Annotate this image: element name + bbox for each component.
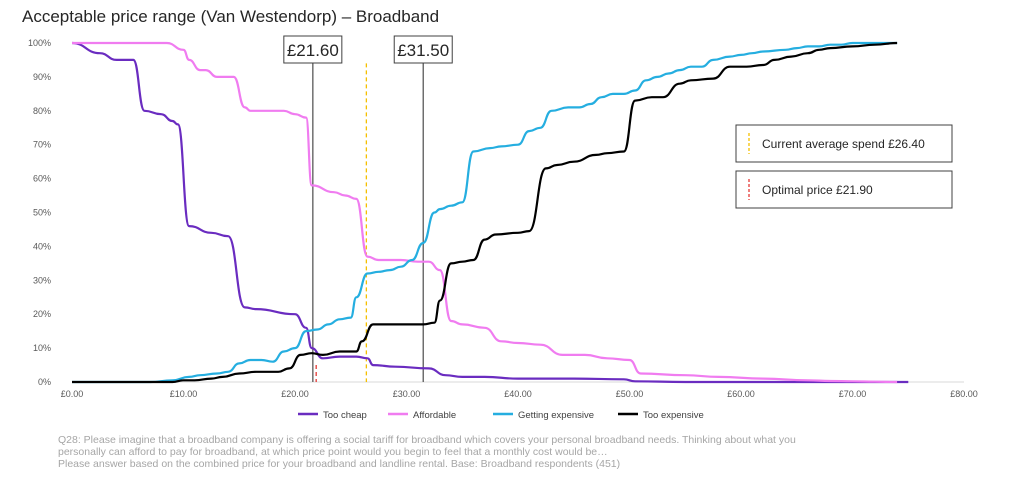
annotation-box: Optimal price £21.90 xyxy=(735,170,953,209)
getting-expensive-line xyxy=(72,41,898,384)
y-tick-label: 80% xyxy=(33,106,51,116)
y-tick-label: 70% xyxy=(33,140,51,150)
legend-item: Too cheap xyxy=(298,410,367,421)
legend-item: Affordable xyxy=(388,410,456,421)
series-lines xyxy=(71,41,909,384)
y-tick-label: 50% xyxy=(33,208,51,218)
y-tick-label: 10% xyxy=(33,343,51,353)
y-tick-label: 40% xyxy=(33,241,51,251)
footnote-line: Please answer based on the combined pric… xyxy=(58,458,621,470)
price-callouts: £21.60 £31.50 xyxy=(283,35,453,64)
x-tick-label: £30.00 xyxy=(393,389,421,399)
van-westendorp-chart: 0%10%20%30%40%50%60%70%80%90%100% £0.00 £… xyxy=(28,35,978,421)
footnote-line: Q28: Please imagine that a broadband com… xyxy=(58,434,796,446)
footnote: Q28: Please imagine that a broadband com… xyxy=(58,434,988,470)
legend-label: Too expensive xyxy=(643,410,704,421)
legend-item: Getting expensive xyxy=(493,410,594,421)
y-tick-label: 60% xyxy=(33,174,51,184)
x-tick-label: £0.00 xyxy=(61,389,84,399)
legend-label: Too cheap xyxy=(323,410,367,421)
too-expensive-line xyxy=(72,41,898,384)
price-callout-box xyxy=(393,35,453,64)
footnote-line: personally can afford to pay for broadba… xyxy=(58,446,608,458)
x-tick-label: £20.00 xyxy=(281,389,309,399)
legend-item: Too expensive xyxy=(618,410,704,421)
legend-label: Affordable xyxy=(413,410,456,421)
y-tick-label: 30% xyxy=(33,275,51,285)
price-callout-label: £21.60 xyxy=(287,41,339,60)
annotation-label: Current average spend £26.40 xyxy=(762,137,925,151)
affordable-line xyxy=(71,41,898,384)
too-cheap-line xyxy=(71,41,909,384)
legend-label: Getting expensive xyxy=(518,410,594,421)
price-callout-box xyxy=(283,35,343,64)
annotation-box-frame xyxy=(735,170,953,209)
x-tick-label: £80.00 xyxy=(950,389,978,399)
reference-lines xyxy=(312,63,424,382)
x-tick-label: £60.00 xyxy=(727,389,755,399)
y-axis-labels: 0% 10% 20% 30% 40% 50% 60% 70% 80% 90% 100% xyxy=(28,38,51,387)
y-tick-label: 90% xyxy=(33,72,51,82)
y-tick-label: 100% xyxy=(28,38,51,48)
x-tick-label: £10.00 xyxy=(170,389,198,399)
price-callout-label: £31.50 xyxy=(397,41,449,60)
annotation-box: Current average spend £26.40 xyxy=(735,124,953,163)
x-tick-label: £70.00 xyxy=(839,389,867,399)
price-callout: £21.60 xyxy=(283,35,343,64)
annotation-boxes: Current average spend £26.40 Optimal pric… xyxy=(735,124,953,209)
annotation-box-frame xyxy=(735,124,953,163)
y-tick-label: 0% xyxy=(38,377,51,387)
x-tick-label: £50.00 xyxy=(616,389,644,399)
annotation-label: Optimal price £21.90 xyxy=(762,183,873,197)
price-callout: £31.50 xyxy=(393,35,453,64)
chart-title: Acceptable price range (Van Westendorp) … xyxy=(22,7,440,26)
x-axis-labels: £0.00 £10.00 £20.00 £30.00 £40.00 £50.00 £60.0… xyxy=(61,389,978,399)
x-tick-label: £40.00 xyxy=(504,389,532,399)
y-tick-label: 20% xyxy=(33,309,51,319)
legend: Too cheap Affordable Getting expensive Too … xyxy=(298,410,704,421)
